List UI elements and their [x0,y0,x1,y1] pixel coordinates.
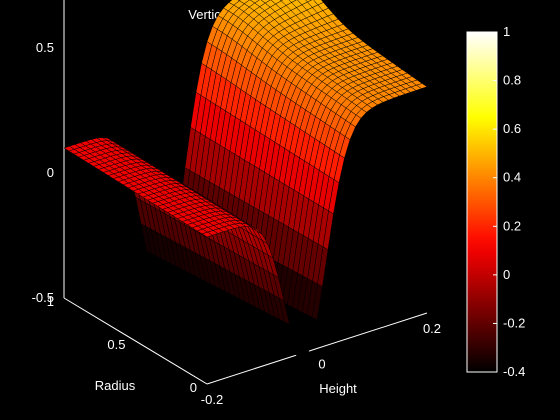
colorbar: 1 0.8 0.6 0.4 0.2 0 -0.2 -0.4 [466,24,525,379]
z-tick-label: 0.5 [36,40,54,55]
colorbar-tick-label: -0.4 [503,364,525,379]
colorbar-tick-label: 0.8 [503,73,521,88]
chart-axes [63,0,428,385]
height-axis-line [206,312,428,385]
y-axis-label: Radius [95,378,136,393]
colorbar-tick-label: 1 [503,24,510,39]
radius-tick-label: 0 [190,380,197,395]
height-tick-label: 0 [318,357,325,372]
z-tick-label: -0.5 [32,290,54,305]
surface-patch [416,83,428,89]
x-axis-label: Height [319,381,357,396]
z-tick-label: 0 [47,165,54,180]
height-tick-label: 0.2 [423,321,441,336]
radius-axis-line [63,297,208,385]
axis-ticks: -0.500.51-0.200.200.51 [32,40,441,407]
colorbar-tick-label: 0.2 [503,218,521,233]
colorbar-tick-label: 0.4 [503,170,521,185]
colorbar-tick-label: -0.2 [503,315,525,330]
colorbar-gradient [466,31,498,373]
height-tick-label: -0.2 [201,392,223,407]
colorbar-tick-label: 0 [503,267,510,282]
surface-plot [63,0,428,358]
colorbar-tick-label: 0.6 [503,121,521,136]
radius-tick-label: 0.5 [107,337,125,352]
radius-tick-label: 1 [47,294,54,309]
